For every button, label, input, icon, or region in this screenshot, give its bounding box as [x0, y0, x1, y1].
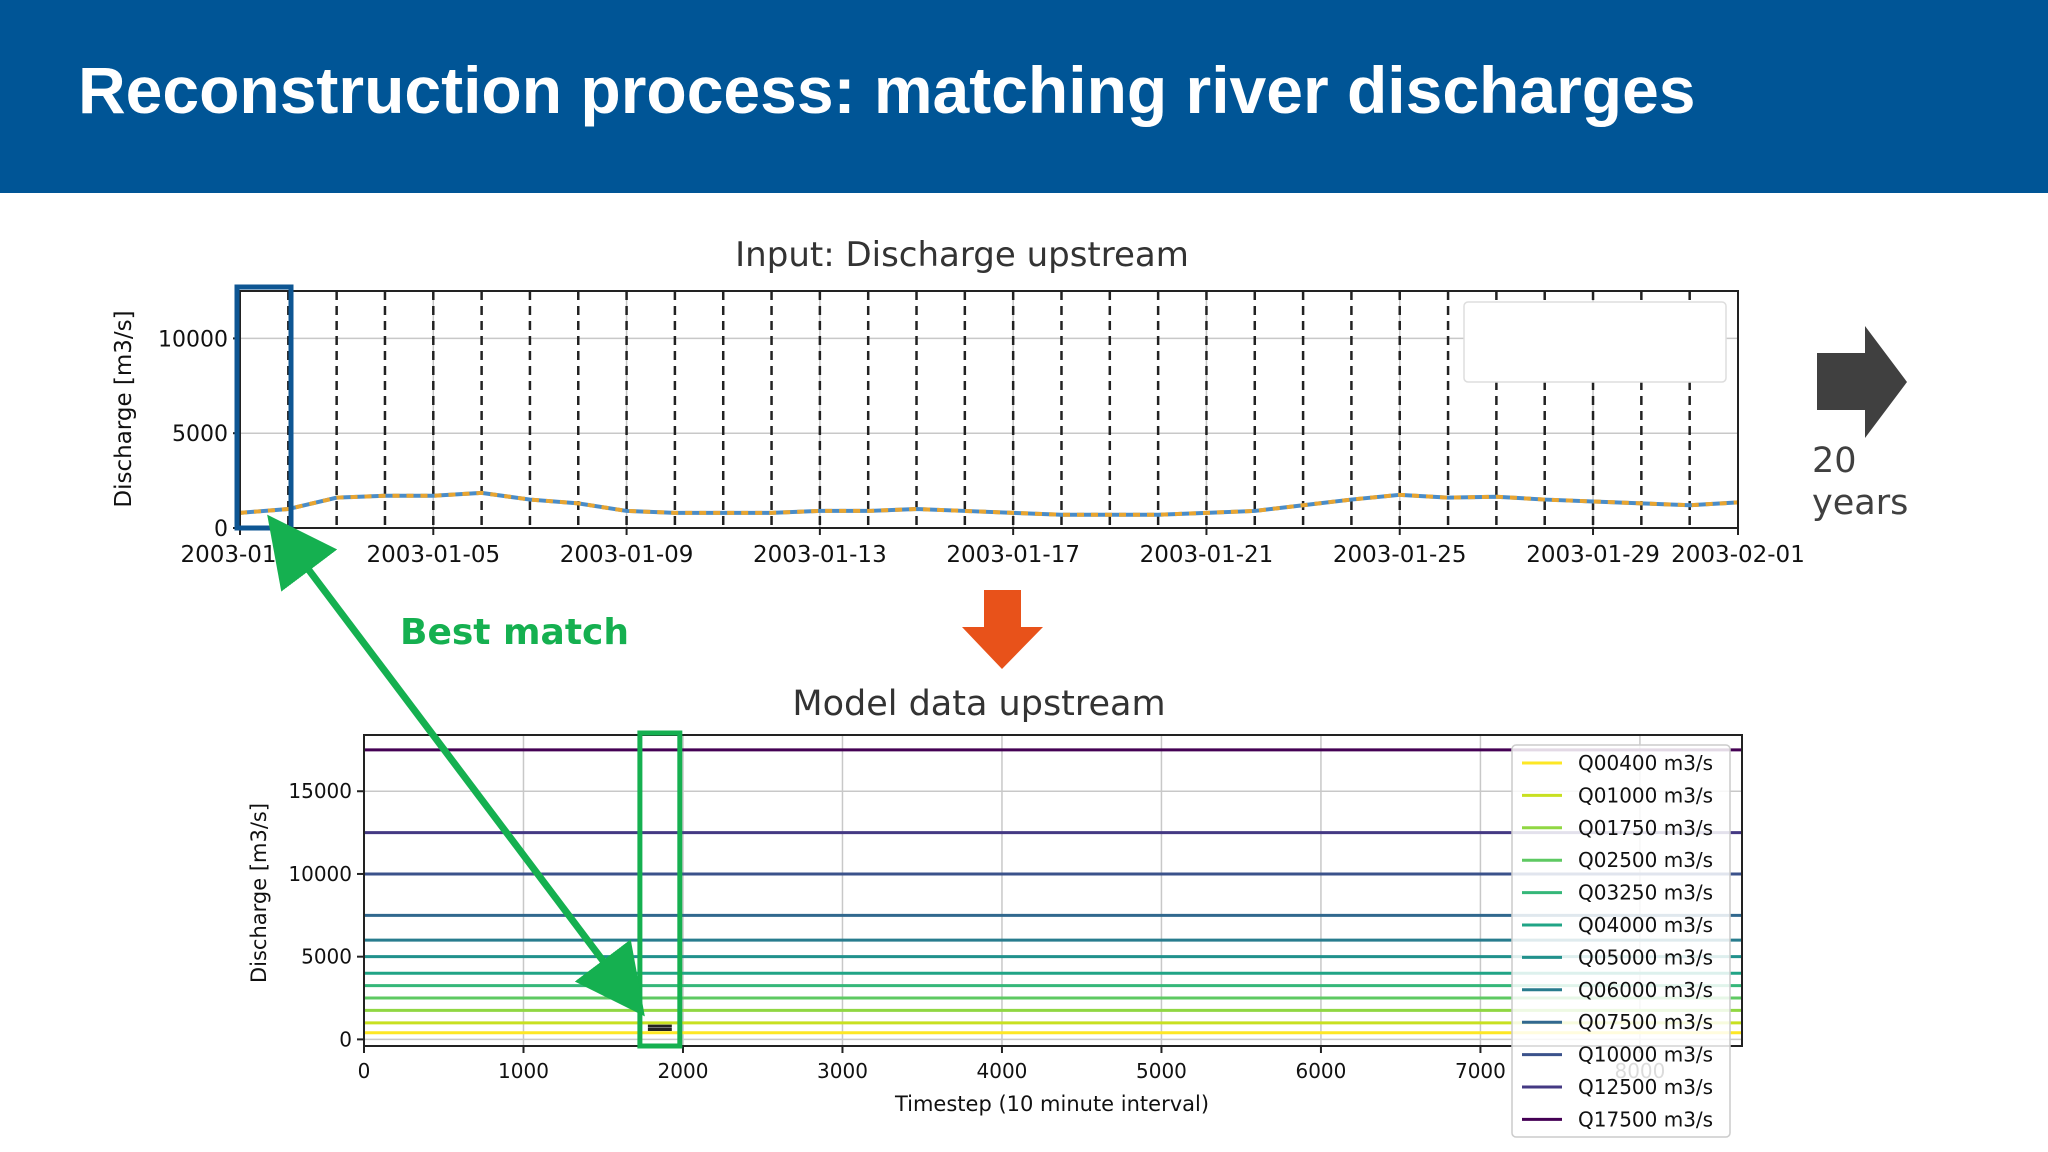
right-arrow-icon — [1817, 326, 1907, 438]
slide-title: Reconstruction process: matching river d… — [78, 53, 1696, 127]
x-tick-label: 6000 — [1295, 1059, 1346, 1083]
x-tick-label: 1000 — [498, 1059, 549, 1083]
y-tick-label: 0 — [214, 517, 228, 542]
legend-entry: Q05000 m3/s — [1578, 945, 1713, 969]
best-match-connector-arrow — [267, 514, 645, 1017]
input-chart-title: Input: Discharge upstream — [735, 235, 1189, 275]
input-chart-day-markers — [287, 291, 1691, 528]
x-tick-label: 2003-01-09 — [560, 542, 694, 568]
y-tick-label: 10000 — [158, 327, 228, 352]
model-chart-y-ticks: 0 5000 10000 15000 — [288, 779, 364, 1051]
input-highlight-window — [234, 284, 294, 531]
legend-entry: Q07500 m3/s — [1578, 1010, 1713, 1034]
y-tick-label: 10000 — [288, 862, 352, 886]
legend-entry: Q04000 m3/s — [1578, 913, 1713, 937]
x-tick-label: 3000 — [817, 1059, 868, 1083]
x-tick-label: 2003-01-29 — [1526, 542, 1660, 568]
legend-entry: Q17500 m3/s — [1578, 1107, 1713, 1131]
legend-entry: Q01750 m3/s — [1578, 816, 1713, 840]
input-chart-x-ticks: 2003-01-0 2003-01-05 2003-01-09 2003-01-13 2… — [180, 528, 1805, 568]
x-tick-label: 2003-01-25 — [1333, 542, 1467, 568]
years-value: 20 — [1812, 441, 1857, 481]
legend-entry: Q12500 m3/s — [1578, 1075, 1713, 1099]
x-tick-label: 7000 — [1455, 1059, 1506, 1083]
discharge-line-dashed — [239, 490, 1739, 517]
x-tick-label: 2000 — [658, 1059, 709, 1083]
x-tick-label: 2003-01-05 — [366, 542, 500, 568]
legend-entry: Q02500 m3/s — [1578, 848, 1713, 872]
model-chart-title: Model data upstream — [792, 684, 1165, 724]
x-tick-label: 2003-01-17 — [946, 542, 1080, 568]
y-tick-label: 5000 — [172, 422, 228, 447]
input-chart-y-ticks: 0 5000 10000 — [158, 327, 240, 542]
years-unit: years — [1812, 483, 1908, 523]
x-tick-label: 2003-01-13 — [753, 542, 887, 568]
legend-entry: Q03250 m3/s — [1578, 881, 1713, 905]
slide-header: Reconstruction process: matching river d… — [0, 0, 2048, 193]
model-legend-box — [1511, 744, 1731, 1138]
legend-entry: Q01000 m3/s — [1578, 783, 1713, 807]
model-chart-legend: Q00400 m3/s Q01000 m3/s Q01750 m3/s Q02500 … — [1511, 744, 1731, 1138]
y-tick-label: 5000 — [301, 945, 352, 969]
input-discharge-series — [239, 490, 1739, 517]
x-tick-label: 2003-01-0 — [180, 542, 299, 568]
model-chart-y-label: Discharge [m3/s] — [247, 803, 271, 983]
y-tick-label: 0 — [339, 1027, 352, 1051]
input-chart-frame — [239, 290, 1739, 529]
best-match-label: Best match — [400, 612, 629, 653]
model-chart-x-ticks: 010002000300040005000600070008000 — [358, 1046, 1665, 1083]
x-tick-label: 4000 — [977, 1059, 1028, 1083]
legend-entry: Q06000 m3/s — [1578, 978, 1713, 1002]
x-tick-label: 2003-02-01 — [1671, 542, 1805, 568]
y-tick-label: 15000 — [288, 779, 352, 803]
model-data-chart: Model data upstream 0 5000 10000 15000 0 100… — [247, 684, 1743, 1138]
down-arrow-icon — [962, 590, 1043, 669]
input-chart-legend — [1463, 301, 1727, 383]
x-tick-label: 0 — [358, 1059, 371, 1083]
legend-entry: Q00400 m3/s — [1578, 751, 1713, 775]
input-chart-y-label: Discharge [m3/s] — [111, 310, 137, 507]
model-chart-x-label: Timestep (10 minute interval) — [894, 1092, 1209, 1116]
legend-entry: Q10000 m3/s — [1578, 1043, 1713, 1067]
x-tick-label: 5000 — [1136, 1059, 1187, 1083]
input-discharge-chart: Input: Discharge upstream 0 5000 10000 200… — [111, 235, 1805, 568]
x-tick-label: 2003-01-21 — [1140, 542, 1274, 568]
